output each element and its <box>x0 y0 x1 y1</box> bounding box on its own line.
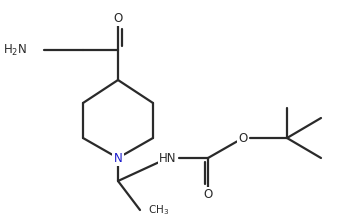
Text: CH$_3$: CH$_3$ <box>148 203 169 217</box>
Text: N: N <box>113 151 122 164</box>
Text: O: O <box>203 189 213 202</box>
Text: O: O <box>113 11 122 24</box>
Text: O: O <box>238 131 248 144</box>
Text: H$_2$N: H$_2$N <box>3 43 27 58</box>
Text: HN: HN <box>159 151 177 164</box>
